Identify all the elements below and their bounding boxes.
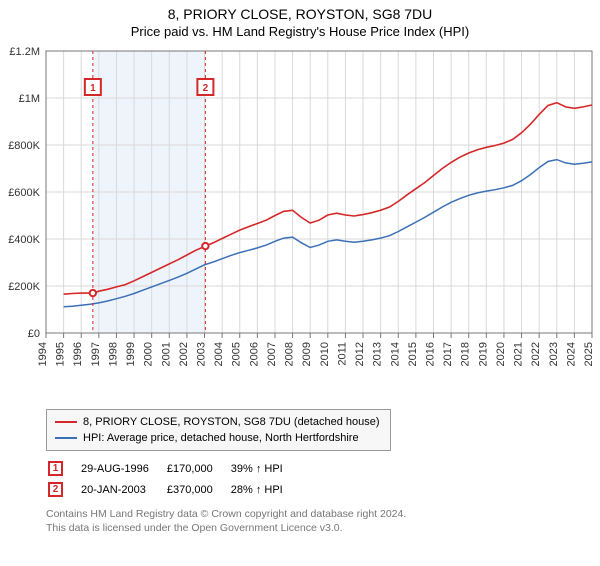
svg-text:2010: 2010 [319, 342, 331, 366]
svg-text:2008: 2008 [284, 342, 296, 366]
chart-title: 8, PRIORY CLOSE, ROYSTON, SG8 7DU [0, 6, 600, 22]
svg-text:2018: 2018 [460, 342, 472, 366]
svg-text:1: 1 [90, 83, 96, 94]
svg-text:1999: 1999 [125, 342, 137, 366]
svg-text:2013: 2013 [372, 342, 384, 366]
svg-text:2000: 2000 [143, 342, 155, 366]
sale-price: £170,000 [167, 459, 229, 478]
svg-text:2: 2 [203, 83, 209, 94]
svg-text:£0: £0 [28, 328, 40, 340]
svg-text:1995: 1995 [55, 342, 67, 366]
svg-text:2012: 2012 [354, 342, 366, 366]
svg-text:2021: 2021 [513, 342, 525, 366]
svg-text:2002: 2002 [178, 342, 190, 366]
legend-row: 8, PRIORY CLOSE, ROYSTON, SG8 7DU (detac… [55, 414, 380, 430]
svg-text:£200K: £200K [8, 281, 40, 293]
sale-date: 29-AUG-1996 [81, 459, 165, 478]
svg-text:2016: 2016 [424, 342, 436, 366]
svg-text:1996: 1996 [72, 342, 84, 366]
footer-line-1: Contains HM Land Registry data © Crown c… [46, 507, 600, 521]
svg-text:2009: 2009 [301, 342, 313, 366]
chart-area: £0 £200K £400K £600K £800K £1M £1.2M 1994 1995 19… [0, 43, 600, 403]
svg-text:2019: 2019 [477, 342, 489, 366]
svg-text:2015: 2015 [407, 342, 419, 366]
svg-text:2014: 2014 [389, 342, 401, 366]
svg-text:2020: 2020 [495, 342, 507, 366]
footer-attribution: Contains HM Land Registry data © Crown c… [46, 507, 600, 535]
svg-text:£400K: £400K [8, 234, 40, 246]
sale-marker-icon: 1 [48, 461, 63, 476]
legend-swatch [55, 437, 77, 439]
svg-text:£800K: £800K [8, 140, 40, 152]
svg-text:1994: 1994 [37, 342, 49, 366]
svg-text:£600K: £600K [8, 187, 40, 199]
line-chart-svg: £0 £200K £400K £600K £800K £1M £1.2M 1994 1995 19… [0, 43, 600, 403]
svg-text:2024: 2024 [565, 342, 577, 366]
svg-text:2017: 2017 [442, 342, 454, 366]
svg-text:1997: 1997 [90, 342, 102, 366]
footer-line-2: This data is licensed under the Open Gov… [46, 521, 600, 535]
svg-text:£1M: £1M [19, 93, 40, 105]
legend-label: HPI: Average price, detached house, Nort… [83, 432, 359, 444]
sale-marker-icon: 2 [48, 482, 63, 497]
sale-delta: 39% ↑ HPI [231, 459, 299, 478]
svg-text:2004: 2004 [213, 342, 225, 366]
legend-row: HPI: Average price, detached house, Nort… [55, 430, 380, 446]
legend-box: 8, PRIORY CLOSE, ROYSTON, SG8 7DU (detac… [46, 409, 391, 451]
legend-label: 8, PRIORY CLOSE, ROYSTON, SG8 7DU (detac… [83, 416, 380, 428]
svg-text:2006: 2006 [248, 342, 260, 366]
price-chart-container: { "title": "8, PRIORY CLOSE, ROYSTON, SG… [0, 6, 600, 566]
sale-row: 2 20-JAN-2003£370,00028% ↑ HPI [48, 480, 299, 499]
svg-text:£1.2M: £1.2M [9, 46, 40, 58]
svg-text:2007: 2007 [266, 342, 278, 366]
svg-text:2005: 2005 [231, 342, 243, 366]
legend-swatch [55, 421, 77, 423]
sale-date: 20-JAN-2003 [81, 480, 165, 499]
svg-text:1998: 1998 [107, 342, 119, 366]
chart-subtitle: Price paid vs. HM Land Registry's House … [0, 24, 600, 39]
sale-price: £370,000 [167, 480, 229, 499]
sale-delta: 28% ↑ HPI [231, 480, 299, 499]
svg-text:2011: 2011 [336, 342, 348, 366]
sale-row: 1 29-AUG-1996£170,00039% ↑ HPI [48, 459, 299, 478]
svg-text:2023: 2023 [548, 342, 560, 366]
svg-text:2022: 2022 [530, 342, 542, 366]
svg-text:2001: 2001 [160, 342, 172, 366]
sales-table: 1 29-AUG-1996£170,00039% ↑ HPI 2 20-JAN-200… [46, 457, 301, 501]
svg-text:2003: 2003 [196, 342, 208, 366]
svg-text:2025: 2025 [583, 342, 595, 366]
